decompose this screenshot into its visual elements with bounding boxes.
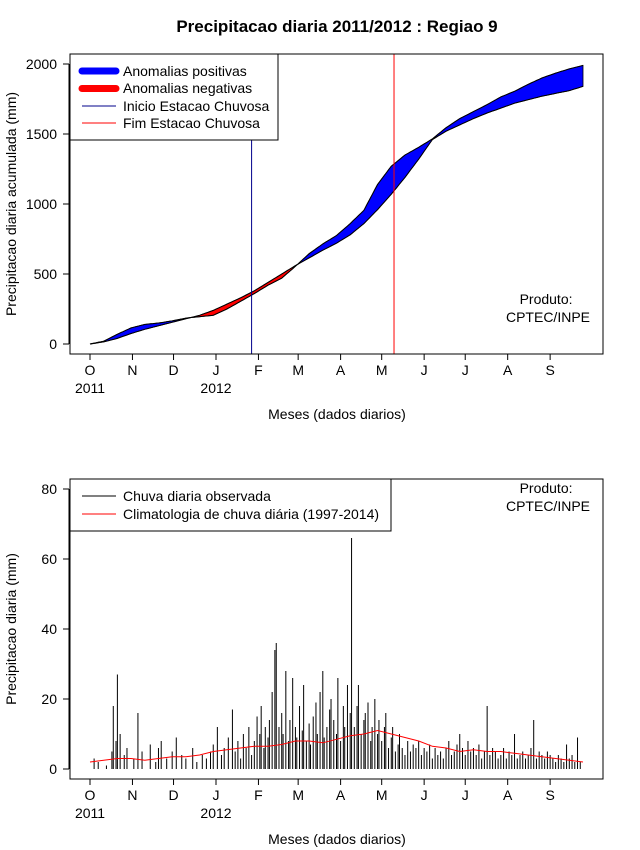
observed-cumulative-line — [89, 64, 584, 345]
bottom-climatology — [89, 729, 584, 763]
legend-label-observed: Chuva diaria observada — [123, 488, 271, 504]
x-tick-label: N — [127, 362, 137, 378]
top-annotation: Produto: CPTEC/INPE — [506, 291, 590, 325]
top-legend: Anomalias positivas Anomalias negativas … — [69, 53, 279, 141]
top-y-axis: 0 500 1000 1500 2000 — [26, 56, 70, 352]
legend-label-end: Fim Estacao Chuvosa — [123, 115, 260, 131]
x-tick-label: A — [503, 362, 513, 378]
y-tick-label: 1000 — [26, 196, 57, 212]
negative-anomaly-area — [189, 264, 298, 319]
bottom-legend: Chuva diaria observada Climatologia de c… — [69, 478, 392, 532]
bottom-annotation-line-2: CPTEC/INPE — [506, 498, 590, 514]
x-tick-label: J — [421, 362, 428, 378]
top-polygons — [89, 64, 584, 345]
x-tick-label: N — [127, 787, 137, 803]
y-tick-label: 20 — [41, 691, 57, 707]
legend-label-climatology: Climatologia de chuva diária (1997-2014) — [123, 506, 379, 522]
bottom-x-axis: O 2011 N D J 2012 F M A M J J A S — [75, 778, 555, 821]
x-tick-label: J — [462, 787, 469, 803]
x-tick-label: M — [292, 362, 304, 378]
bottom-bars — [93, 538, 581, 769]
bottom-legend-box — [69, 478, 392, 532]
y-tick-label: 0 — [49, 761, 57, 777]
climatology-line — [89, 729, 584, 763]
x-year-label: 2011 — [75, 380, 105, 396]
y-tick-label: 1500 — [26, 126, 57, 142]
y-tick-label: 500 — [34, 266, 58, 282]
top-annotation-line-1: Produto: — [520, 291, 573, 307]
x-tick-label: M — [376, 362, 388, 378]
x-tick-label: J — [212, 362, 219, 378]
legend-label-positive: Anomalias positivas — [123, 63, 247, 79]
bottom-chart: 0 20 40 60 80 O 2011 N D J 2012 F M A M J J A S Precipita… — [3, 478, 604, 847]
x-tick-label: A — [336, 362, 346, 378]
x-tick-label: S — [545, 362, 554, 378]
top-annotation-line-2: CPTEC/INPE — [506, 309, 590, 325]
x-tick-label: M — [292, 787, 304, 803]
y-tick-label: 60 — [41, 551, 57, 567]
x-tick-label: J — [462, 362, 469, 378]
top-x-axis-label: Meses (dados diarios) — [268, 406, 406, 422]
x-tick-label: J — [212, 787, 219, 803]
x-tick-label: O — [85, 787, 96, 803]
positive-anomaly-area — [296, 64, 584, 266]
bottom-annotation: Produto: CPTEC/INPE — [506, 480, 590, 514]
figure-title: Precipitacao diaria 2011/2012 : Regiao 9 — [176, 17, 497, 36]
y-tick-label: 40 — [41, 621, 57, 637]
legend-label-negative: Anomalias negativas — [123, 80, 252, 96]
x-tick-label: F — [254, 362, 263, 378]
x-tick-label: A — [503, 787, 513, 803]
top-y-axis-label: Precipitacao diaria acumulada (mm) — [3, 92, 19, 316]
x-year-label: 2012 — [200, 380, 231, 396]
x-tick-label: A — [336, 787, 346, 803]
x-tick-label: S — [545, 787, 554, 803]
x-tick-label: M — [376, 787, 388, 803]
bottom-x-axis-label: Meses (dados diarios) — [268, 831, 406, 847]
bottom-y-axis-label: Precipitacao diaria (mm) — [3, 553, 19, 705]
x-tick-label: D — [168, 787, 178, 803]
y-tick-label: 0 — [49, 336, 57, 352]
x-tick-label: J — [421, 787, 428, 803]
bottom-annotation-line-1: Produto: — [520, 480, 573, 496]
climatology-cumulative-line — [89, 85, 584, 345]
legend-label-start: Inicio Estacao Chuvosa — [123, 98, 270, 114]
top-x-axis: O 2011 N D J 2012 F M A M J J A S — [75, 353, 555, 396]
y-tick-label: 2000 — [26, 56, 57, 72]
x-tick-label: F — [254, 787, 263, 803]
x-year-label: 2011 — [75, 805, 105, 821]
x-year-label: 2012 — [200, 805, 231, 821]
x-tick-label: D — [168, 362, 178, 378]
y-tick-label: 80 — [41, 481, 57, 497]
x-tick-label: O — [85, 362, 96, 378]
bottom-y-axis: 0 20 40 60 80 — [41, 481, 70, 777]
top-chart: 0 500 1000 1500 2000 O 2011 N D J 2012 F M A M J J A S Pr… — [3, 53, 604, 422]
